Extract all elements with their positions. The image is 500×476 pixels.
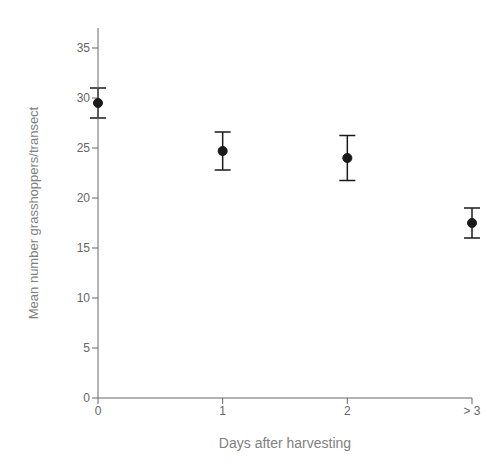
svg-text:15: 15 <box>77 241 91 255</box>
svg-text:25: 25 <box>77 141 91 155</box>
svg-text:2: 2 <box>344 404 351 418</box>
svg-text:0: 0 <box>95 404 102 418</box>
svg-text:> 3: > 3 <box>463 404 480 418</box>
svg-text:35: 35 <box>77 41 91 55</box>
svg-text:5: 5 <box>83 341 90 355</box>
svg-text:20: 20 <box>77 191 91 205</box>
svg-text:Days after harvesting: Days after harvesting <box>219 435 351 451</box>
svg-text:Mean number grasshoppers/trans: Mean number grasshoppers/transect <box>26 106 41 319</box>
svg-text:1: 1 <box>219 404 226 418</box>
svg-text:30: 30 <box>77 91 91 105</box>
svg-text:10: 10 <box>77 291 91 305</box>
svg-text:0: 0 <box>83 391 90 405</box>
